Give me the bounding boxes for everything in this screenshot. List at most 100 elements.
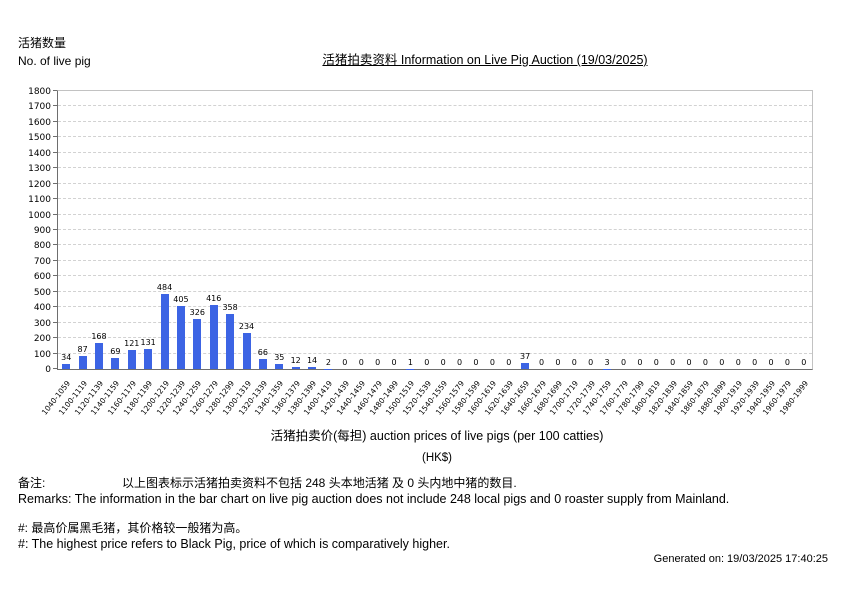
y-tick-mark [53,213,57,215]
bar-value-label: 0 [457,358,463,367]
gridline [58,259,812,261]
bar-value-label: 168 [91,332,107,342]
gridline [58,321,812,323]
y-tick-mark [53,244,57,246]
bar-value-label: 0 [588,358,594,367]
bar-value-label: 0 [489,358,495,367]
bar [62,363,71,369]
gridline [58,151,812,153]
gridline [58,136,812,138]
y-tick-label: 1700 [28,102,51,113]
bar-value-label: 0 [801,358,807,367]
x-axis-unit: (HK$) [421,452,453,464]
bar-value-label: 234 [238,321,255,331]
remarks-text-zh: 以上图表标示活猪拍卖资料不包括 248 头本地活猪 及 0 头内地中猪的数目. [122,476,517,490]
y-tick-mark [53,352,57,354]
note-line-en: #: The highest price refers to Black Pig… [18,537,450,551]
bar-value-label: 0 [735,358,741,367]
bar [94,343,103,369]
gridline [58,352,812,354]
bar-value-label: 0 [752,358,758,367]
y-tick-label: 1000 [28,210,51,221]
y-tick-mark [53,290,57,292]
bar-value-label: 484 [156,283,173,293]
chart-title: 活猪拍卖资料 Information on Live Pig Auction (… [322,53,648,67]
bar-value-label: 0 [375,358,381,367]
bar [160,294,169,369]
bar [275,363,284,369]
bar-value-label: 0 [424,358,430,367]
bar-value-label: 131 [140,337,156,347]
gridline [58,213,812,215]
plot-area: 34 87 168 69 121 131 484 405 326 416 358 234 66 35 12 1… [53,90,813,370]
bar [258,358,267,369]
gridline [58,306,812,308]
y-tick-label: 900 [33,226,51,236]
bar [308,366,317,369]
y-tick-mark [53,198,57,200]
y-tick-label: 1800 [28,87,51,97]
bar-value-label: 0 [571,358,577,367]
gridline [58,337,812,339]
bar-value-label: 0 [342,358,348,367]
bar-value-label: 87 [77,344,88,354]
y-tick-mark [53,275,57,277]
y-tick-mark [53,105,57,107]
bar-value-label: 0 [538,358,545,367]
bar-value-label: 0 [784,358,790,367]
bar [176,306,185,369]
y-tick-label: 700 [33,256,51,267]
y-tick-label: 1400 [28,148,51,159]
gridline [58,244,812,246]
bar [127,350,136,369]
gridline [58,275,812,277]
y-tick-label: 1200 [28,179,51,190]
gridline [58,198,812,200]
bar-value-label: 2 [325,357,331,367]
bar-value-label: 326 [189,307,205,317]
y-tick-mark [53,321,57,323]
bar-value-label: 0 [768,358,774,367]
y-tick-label: 100 [33,349,51,360]
y-tick-label: 1100 [28,195,51,206]
y-tick-label: 400 [33,303,51,314]
bar [226,313,235,369]
bar-value-label: 0 [719,358,725,367]
y-tick-mark [53,368,57,369]
bar-value-label: 35 [274,352,285,362]
bar [291,367,300,369]
y-tick-mark [53,259,57,261]
bar [144,348,153,369]
bar-value-label: 0 [620,358,627,367]
y-tick-label: 800 [33,241,51,252]
remarks-line-en: Remarks: The information in the bar char… [18,492,730,506]
y-tick-mark [53,120,57,122]
bar-value-label: 0 [637,358,643,367]
note-line-zh: #: 最高价属黑毛猪，其价格较一般猪为高。 [18,521,248,535]
bar-value-label: 0 [391,358,397,367]
remarks-line-zh: 备注: 以上图表标示活猪拍卖资料不包括 248 头本地活猪 及 0 头内地中猪的数… [18,474,517,491]
x-axis: 1040-1059 1100-1119 1120-1139 1140-1159 1160… [40,371,813,423]
bar-value-label: 358 [222,302,238,312]
bar-value-label: 66 [257,347,268,357]
bar-value-label: 0 [358,358,364,367]
y-tick-label: 300 [33,318,51,329]
gridline [58,229,812,230]
y-axis: 0 100 200 300 400 500 600 700 800 900 1000 1100 1200… [0,87,51,375]
bar-value-label: 14 [306,355,318,365]
x-axis-title: 活猪拍卖价(每担) auction prices of live pigs (p… [270,429,604,443]
y-axis-label-zh: 活猪数量 [18,36,67,50]
bar-value-label: 416 [206,293,222,303]
bar-value-label: 3 [604,357,610,367]
y-tick-mark [53,306,57,308]
bar [242,332,251,369]
gridline [58,167,812,169]
bar-value-label: 0 [686,358,692,367]
y-tick-label: 1300 [28,164,51,175]
bar-value-label: 0 [702,358,708,367]
bar-value-label: 12 [290,356,301,366]
y-axis-label-en: No. of live pig [18,54,91,68]
gridline [58,290,812,292]
bar-value-label: 34 [61,352,72,362]
